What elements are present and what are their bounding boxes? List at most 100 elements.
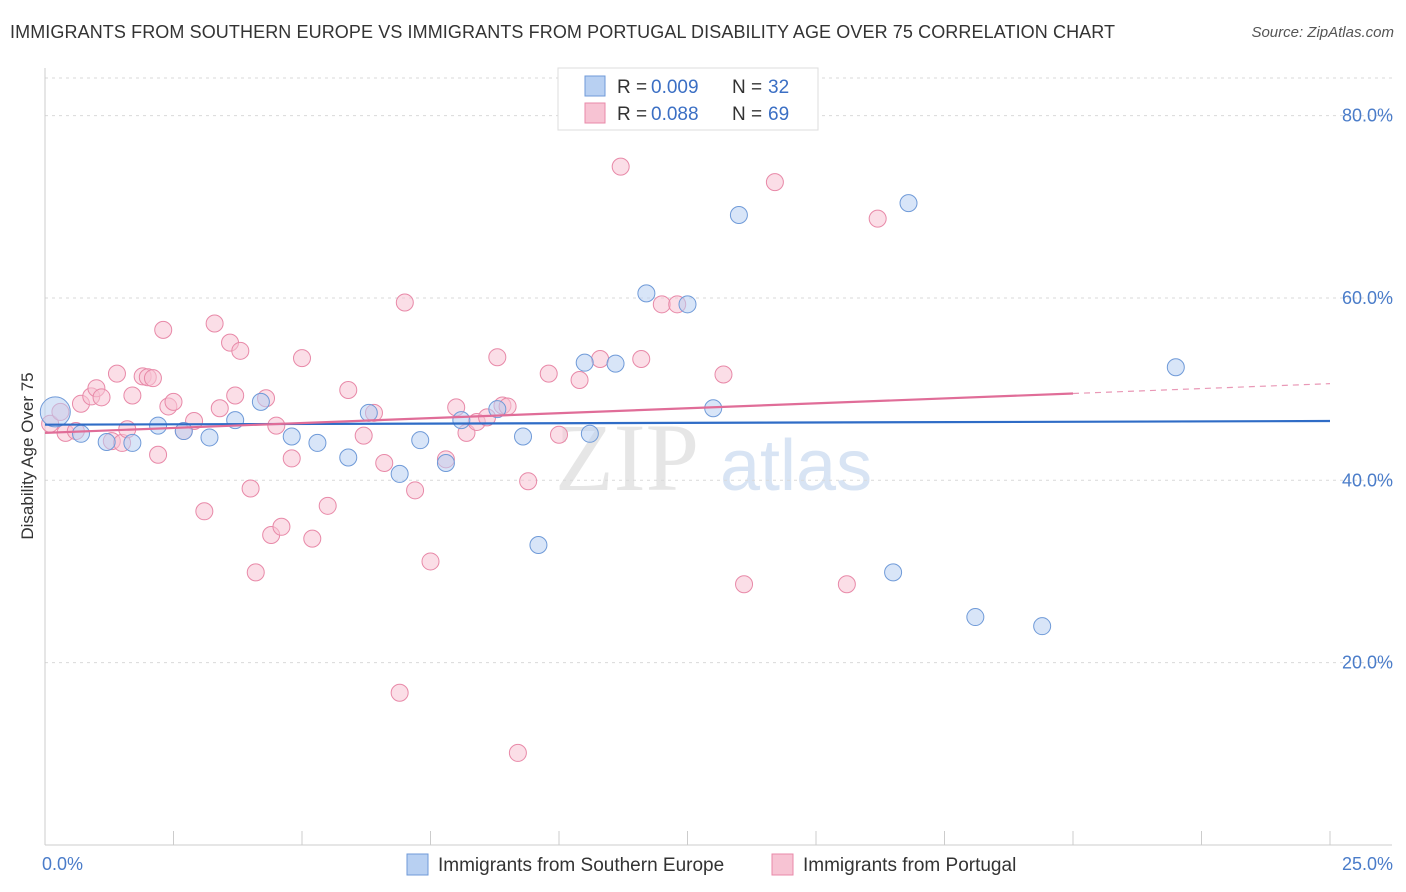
blue-point [411,431,430,450]
pink-point [550,425,568,444]
pink-point [508,743,527,762]
pink-point [591,350,610,369]
legend-n-label-blue: N = [732,77,762,98]
pink-point [375,453,394,472]
stats-legend: R = 0.009 N = 32 R = 0.088 N = 69 [557,67,819,131]
blue-point [39,396,71,428]
series-legend-swatch-blue [406,853,429,876]
blue-point [339,448,358,467]
pink-trend-extension [1072,383,1331,395]
pink-point [395,293,414,312]
pink-point [267,416,286,435]
pink-point [318,496,337,515]
legend-r-value-pink: 0.088 [651,104,699,125]
y-axis-label: Disability Age Over 75 [18,372,37,539]
y-tick-label: 40.0% [1342,470,1393,490]
pink-point [123,386,142,405]
pink-point [226,386,245,405]
pink-point [143,369,162,388]
legend-swatch-blue [584,75,606,97]
y-tick-label: 60.0% [1342,288,1393,308]
legend-n-value-pink: 69 [768,104,789,125]
pink-point [539,364,558,383]
pink-point [272,517,291,536]
blue-point [71,424,90,443]
blue-point [575,353,594,372]
pink-point [519,472,538,491]
pink-point [92,388,111,407]
blue-point [884,563,903,582]
watermark: ZIP atlas [555,404,872,511]
blue-point [359,403,378,422]
pink-point [246,563,265,582]
chart-title: IMMIGRANTS FROM SOUTHERN EUROPE VS IMMIG… [10,22,1116,42]
pink-point [735,575,754,594]
blue-point [308,433,327,452]
pink-point [570,371,589,389]
legend-r-value-blue: 0.009 [651,77,699,98]
blue-point [251,392,270,411]
pink-point [107,364,126,383]
pink-point [195,502,214,521]
pink-trend-line [44,392,1074,434]
pink-point [390,683,409,702]
series-legend: Immigrants from Southern Europe Immigran… [406,853,1016,876]
pink-point [339,381,358,400]
pink-point [164,392,183,411]
pink-point [303,529,322,548]
pink-point [210,399,229,418]
pink-point [611,157,630,176]
pink-point [154,320,173,339]
pink-point [488,348,507,367]
legend-swatch-pink [584,102,606,124]
blue-point [97,433,116,451]
pink-point [868,209,887,228]
legend-n-value-blue: 32 [768,77,789,98]
blue-point [390,464,409,483]
watermark-atlas: atlas [720,426,872,506]
legend-n-label-pink: N = [732,104,762,125]
pink-point [282,449,301,468]
pink-point [632,350,651,369]
data-points [39,157,1185,762]
blue-point [488,400,507,419]
y-tick-label: 80.0% [1342,106,1393,126]
blue-point [452,411,471,430]
watermark-zip: ZIP [555,404,699,511]
blue-point [123,433,142,452]
blue-point [606,354,625,373]
series-legend-label-pink: Immigrants from Portugal [803,855,1016,876]
chart-source: Source: ZipAtlas.com [1251,24,1394,41]
blue-point [436,453,455,472]
blue-point [678,295,697,314]
y-tick-label: 20.0% [1342,653,1393,673]
series-legend-swatch-pink [771,853,794,876]
x-tick-label: 0.0% [42,854,83,874]
pink-point [241,479,260,498]
blue-point [200,428,219,447]
axes: 20.0% 40.0% 60.0% 80.0% 0.0% 25.0% [42,68,1393,874]
pink-point [406,481,425,500]
blue-point [580,424,599,443]
pink-point [231,341,250,360]
blue-point [529,536,548,555]
pink-point [652,295,671,314]
pink-point [293,349,311,368]
pink-point [837,575,856,594]
legend-r-label-pink: R = [617,104,647,125]
blue-point [1166,358,1185,377]
x-tick-label: 25.0% [1342,854,1393,874]
pink-point [205,314,224,333]
legend-r-label-blue: R = [617,77,647,98]
blue-point [966,608,985,627]
blue-point [899,194,918,213]
blue-point [514,427,533,446]
pink-point [421,552,440,571]
series-legend-label-blue: Immigrants from Southern Europe [438,855,724,876]
blue-point [282,427,301,446]
pink-point [354,426,373,445]
pink-point [714,365,733,384]
blue-point [1033,617,1052,636]
pink-point [765,173,784,192]
